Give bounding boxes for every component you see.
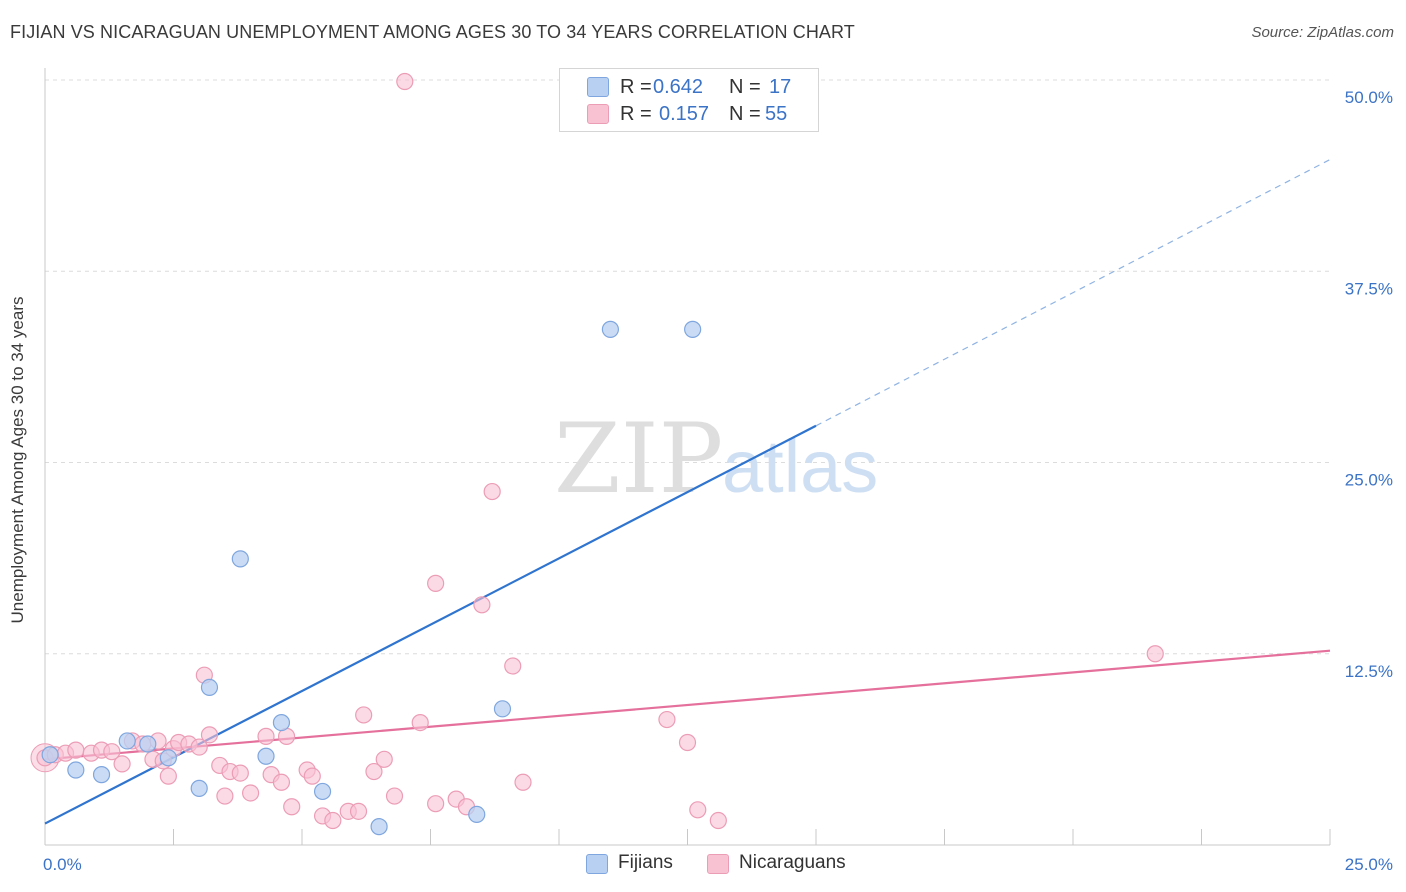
y-tick-label: 50.0% — [1345, 88, 1393, 107]
nicaraguans-point — [242, 784, 260, 802]
fijians-point — [493, 700, 512, 718]
fijians-point — [601, 320, 620, 338]
chart-source: Source: ZipAtlas.com — [1251, 24, 1394, 41]
y-tick-label: 12.5% — [1345, 662, 1393, 681]
fijians-legend-label: Fijians — [618, 852, 673, 873]
watermark-atlas: atlas — [722, 425, 878, 508]
nicaraguans-point — [67, 741, 85, 759]
nicaraguans-point — [159, 767, 177, 785]
fijians-point — [231, 550, 249, 568]
nicaraguans-swatch — [587, 104, 609, 124]
axes — [44, 68, 1331, 846]
y-tick-labels: 12.5% 25.0% 37.5% 50.0% — [1345, 88, 1393, 681]
nicaraguans-legend-label: Nicaraguans — [739, 852, 846, 873]
nicaraguans-point — [113, 755, 131, 773]
fijians-point — [272, 713, 291, 732]
nicaraguans-point — [483, 482, 501, 501]
nicaraguans-legend-swatch — [707, 854, 729, 874]
nicaraguans-point — [324, 811, 342, 830]
fijians-point — [41, 746, 59, 764]
fijians-point — [92, 766, 111, 784]
nicaraguans-point — [385, 787, 404, 805]
y-axis-label: Unemployment Among Ages 30 to 34 years — [8, 296, 27, 624]
grid-lines — [45, 79, 1330, 655]
legend-n-label: N = — [729, 76, 761, 98]
fijians-point — [370, 818, 388, 836]
nicaraguans-point — [427, 574, 445, 592]
legend-n-label: N = — [729, 103, 761, 125]
x-tick-labels: 0.0% 25.0% — [43, 855, 1393, 874]
fijians-legend-swatch — [586, 854, 608, 874]
nicaraguans-point — [514, 773, 532, 791]
nicaraguans-point — [678, 733, 697, 752]
nicaraguans-point — [200, 726, 219, 744]
watermark-zip: ZIP — [554, 403, 723, 515]
fijians-point — [684, 320, 702, 338]
nicaraguans-point — [216, 787, 234, 805]
nicaraguans-point — [375, 750, 393, 768]
fijians-point — [67, 761, 85, 779]
nicaraguans-point — [231, 764, 249, 782]
fijians-point — [257, 747, 275, 765]
nicaraguans-point — [658, 710, 676, 729]
fijians-point — [159, 749, 177, 767]
legend-r-label: R = — [620, 76, 652, 98]
legend-r-value: 0.157 — [659, 103, 710, 125]
nicaraguans-point — [283, 798, 301, 816]
fijians-point — [200, 678, 219, 697]
nicaraguans-point — [355, 706, 373, 724]
fijians-trend-extension — [815, 159, 1331, 427]
x-tick-label: 0.0% — [43, 855, 82, 874]
legend-n-value: 17 — [769, 76, 792, 98]
nicaraguans-point — [257, 727, 275, 745]
nicaraguans-point — [411, 713, 429, 732]
nicaraguans-point — [272, 773, 291, 791]
legend-n-value: 55 — [765, 103, 788, 125]
y-tick-label: 37.5% — [1345, 279, 1393, 298]
fijians-swatch — [587, 77, 609, 97]
trend-lines — [44, 159, 1331, 825]
fijians-point — [190, 779, 208, 797]
nicaraguans-point — [1146, 645, 1164, 663]
y-tick-label: 25.0% — [1345, 471, 1393, 490]
chart-title: FIJIAN VS NICARAGUAN UNEMPLOYMENT AMONG … — [10, 22, 855, 42]
nicaraguans-point — [473, 596, 491, 614]
fijians-point — [468, 805, 486, 824]
legend-r-value: 0.642 — [653, 76, 704, 98]
nicaraguans-point — [365, 762, 383, 781]
fijians-point — [139, 735, 157, 753]
nicaraguans-point — [349, 802, 368, 820]
nicaraguans-point — [504, 657, 522, 675]
x-tick-label: 25.0% — [1345, 855, 1393, 874]
nicaraguans-point — [103, 743, 121, 761]
nicaraguans-point — [689, 801, 707, 819]
nicaraguans-point — [190, 738, 208, 756]
nicaraguans-point — [427, 795, 445, 813]
stats-legend: R = 0.642 N = 17 R = 0.157 N = 55 — [559, 68, 819, 132]
nicaraguans-point — [303, 767, 321, 785]
nicaraguans-point — [709, 811, 727, 830]
fijians-point — [313, 782, 332, 801]
data-points — [30, 72, 1164, 836]
nicaraguans-point — [396, 72, 414, 91]
fijians-point — [118, 732, 136, 750]
legend-r-label: R = — [620, 103, 652, 125]
